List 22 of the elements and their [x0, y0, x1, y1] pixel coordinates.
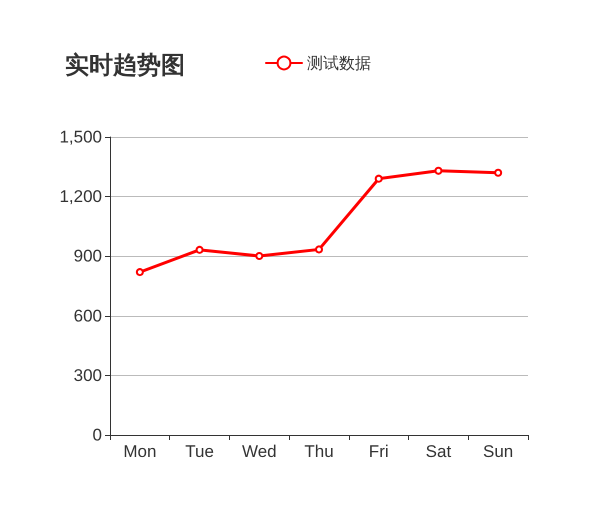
x-tick-label: Mon — [123, 442, 156, 461]
y-tick-label: 0 — [92, 426, 102, 444]
y-tick-label: 900 — [74, 246, 102, 266]
legend-label: 测试数据 — [307, 54, 371, 72]
point — [374, 174, 383, 183]
chart-title: 实时趋势图 — [65, 51, 185, 79]
point — [434, 166, 442, 175]
x-tick-label: Wed — [242, 442, 277, 461]
x-tick-label: Tue — [185, 442, 214, 461]
x-tick-label: Fri — [368, 442, 389, 461]
x-tick-label: Thu — [304, 442, 334, 461]
y-tick-label: 1,200 — [59, 187, 102, 206]
point — [196, 246, 204, 254]
point — [494, 168, 502, 177]
point — [136, 268, 144, 276]
y-tick-label: 300 — [74, 366, 102, 385]
point — [255, 252, 264, 260]
x-tick-label: Sun — [483, 442, 514, 461]
x-tick-label: Sat — [426, 442, 452, 461]
y-tick-label: 1,500 — [59, 128, 102, 146]
point — [315, 245, 323, 254]
y-tick-label: 600 — [74, 306, 102, 326]
